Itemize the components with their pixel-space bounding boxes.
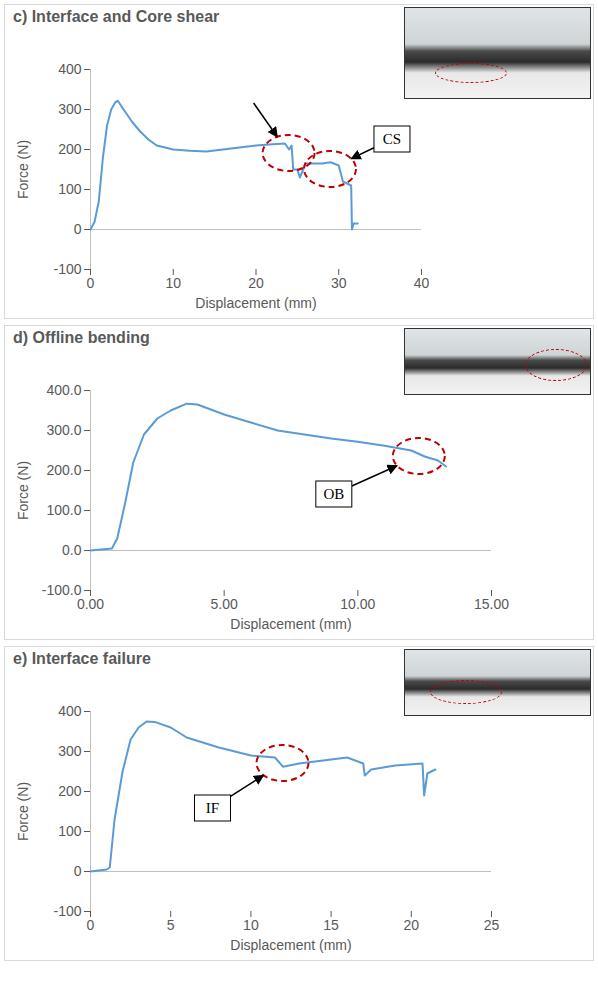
svg-text:400.0: 400.0 (46, 382, 81, 398)
svg-text:-100: -100 (53, 261, 81, 277)
svg-text:0: 0 (74, 863, 82, 879)
html-text:e) Interface failure: e) Interface failure (13, 650, 151, 667)
svg-text:OB: OB (323, 486, 344, 502)
svg-text:200: 200 (58, 783, 82, 799)
svg-text:-100: -100 (53, 903, 81, 919)
svg-text:100: 100 (58, 823, 82, 839)
svg-text:0.0: 0.0 (62, 542, 82, 558)
svg-text:10: 10 (243, 917, 259, 933)
svg-text:400: 400 (58, 61, 82, 77)
svg-text:Force (N): Force (N) (15, 461, 31, 520)
svg-text:Displacement (mm): Displacement (mm) (230, 616, 351, 632)
svg-text:300: 300 (58, 101, 82, 117)
svg-text:20: 20 (404, 917, 420, 933)
svg-text:0: 0 (87, 917, 95, 933)
svg-text:30: 30 (331, 275, 347, 291)
svg-text:15.00: 15.00 (474, 596, 509, 612)
svg-text:100.0: 100.0 (46, 502, 81, 518)
svg-text:-100.0: -100.0 (42, 582, 82, 598)
svg-text:300: 300 (58, 743, 82, 759)
svg-text:Displacement (mm): Displacement (mm) (195, 295, 316, 311)
svg-text:20: 20 (248, 275, 264, 291)
svg-text:40: 40 (414, 275, 430, 291)
svg-text:25: 25 (484, 917, 500, 933)
svg-text:0: 0 (87, 275, 95, 291)
svg-text:10: 10 (165, 275, 181, 291)
svg-text:0: 0 (74, 221, 82, 237)
svg-text:5: 5 (167, 917, 175, 933)
svg-text:10.00: 10.00 (340, 596, 375, 612)
svg-text:IF: IF (206, 800, 219, 816)
svg-text:Force (N): Force (N) (15, 782, 31, 841)
html-text:d) Offline bending: d) Offline bending (13, 329, 150, 346)
svg-text:15: 15 (323, 917, 339, 933)
svg-text:300.0: 300.0 (46, 422, 81, 438)
svg-text:100: 100 (58, 181, 82, 197)
svg-text:Displacement (mm): Displacement (mm) (230, 937, 351, 953)
svg-text:Force (N): Force (N) (15, 140, 31, 199)
svg-text:400: 400 (58, 703, 82, 719)
svg-text:0.00: 0.00 (77, 596, 104, 612)
html-text:c) Interface and Core shear: c) Interface and Core shear (13, 8, 220, 25)
svg-text:200: 200 (58, 141, 82, 157)
svg-text:5.00: 5.00 (211, 596, 238, 612)
svg-text:200.0: 200.0 (46, 462, 81, 478)
svg-text:CS: CS (383, 131, 401, 147)
